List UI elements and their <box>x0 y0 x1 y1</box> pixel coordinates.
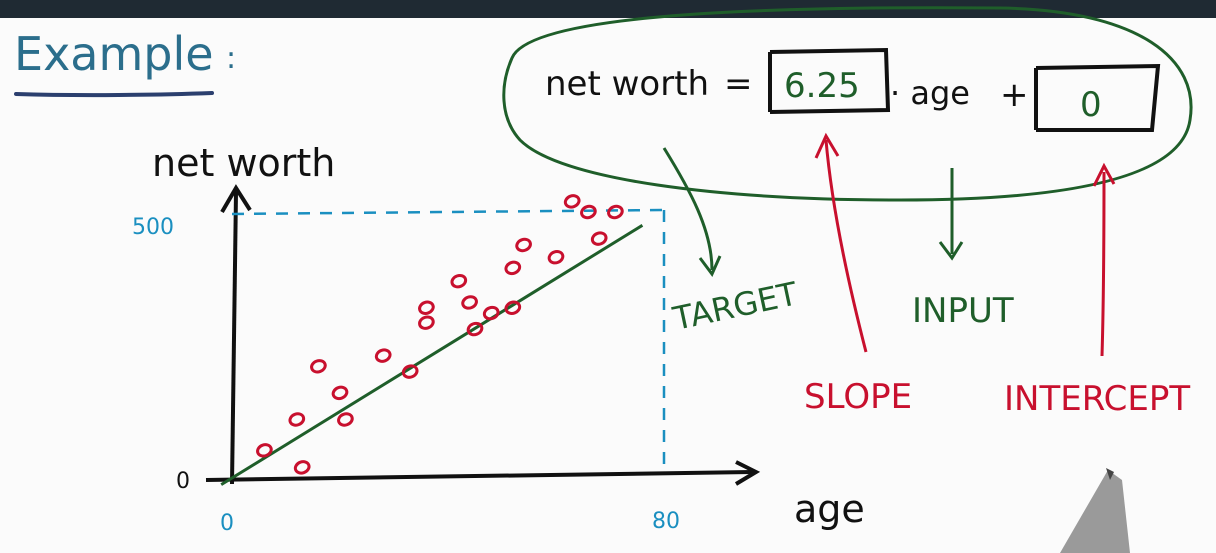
equation-lhs: net worth <box>545 64 709 104</box>
intercept-arrowhead <box>1092 162 1116 187</box>
slope-arrow <box>824 139 868 353</box>
data-point <box>331 385 349 401</box>
data-point <box>607 204 624 220</box>
data-point <box>450 273 468 289</box>
slope-label: SLOPE <box>804 377 912 417</box>
input-arrowhead <box>938 241 964 261</box>
equation-equals: = <box>724 64 753 104</box>
heading-colon: : <box>226 41 236 76</box>
data-point <box>461 295 478 310</box>
pen-tip <box>1060 468 1130 553</box>
data-point <box>293 460 311 475</box>
input-label: INPUT <box>912 291 1014 331</box>
data-point <box>288 412 306 427</box>
equation-plus: + <box>1000 75 1029 115</box>
data-point <box>374 348 392 363</box>
data-point <box>466 321 484 337</box>
intercept-arrow <box>1100 171 1106 357</box>
heading-text: Example <box>14 27 214 81</box>
data-point <box>337 412 354 427</box>
data-point <box>504 260 522 276</box>
y-axis-arrowhead <box>220 184 252 214</box>
y-tick-500: 500 <box>132 215 174 240</box>
data-point <box>580 204 597 220</box>
slope-box <box>769 47 891 114</box>
target-label: TARGET <box>669 274 801 338</box>
data-point <box>482 305 500 321</box>
fit-line-layer <box>220 224 644 486</box>
equation-oval <box>502 6 1193 202</box>
data-point <box>504 300 522 315</box>
x-axis-label: age <box>794 487 865 531</box>
video-top-bar <box>0 0 1216 18</box>
equation-dot-age: · age <box>890 74 970 112</box>
x-axis <box>205 470 753 482</box>
x-axis-arrowhead <box>734 460 761 486</box>
x-tick-0: 0 <box>220 511 234 536</box>
data-point <box>401 364 419 379</box>
data-point <box>547 250 565 265</box>
target-arrow <box>662 147 714 271</box>
data-point <box>418 300 435 315</box>
x-tick-80: 80 <box>652 509 680 534</box>
data-point <box>515 237 532 253</box>
scatter-points-layer <box>256 194 624 475</box>
heading-underline <box>14 91 214 98</box>
intercept-box <box>1035 63 1161 132</box>
intercept-label: INTERCEPT <box>1004 379 1190 419</box>
data-point <box>563 194 581 209</box>
guide-500-horizontal <box>231 208 665 216</box>
intercept-value: 0 <box>1080 85 1102 125</box>
target-arrowhead <box>698 255 722 277</box>
y-axis-label: net worth <box>152 141 335 185</box>
slope-value: 6.25 <box>784 66 860 106</box>
data-point <box>590 231 608 246</box>
y-axis <box>230 191 238 485</box>
data-point <box>418 315 435 330</box>
y-tick-0: 0 <box>176 469 190 494</box>
slope-arrowhead <box>814 132 840 159</box>
fit-line <box>220 224 644 486</box>
data-point <box>256 443 273 458</box>
data-point <box>310 359 327 374</box>
